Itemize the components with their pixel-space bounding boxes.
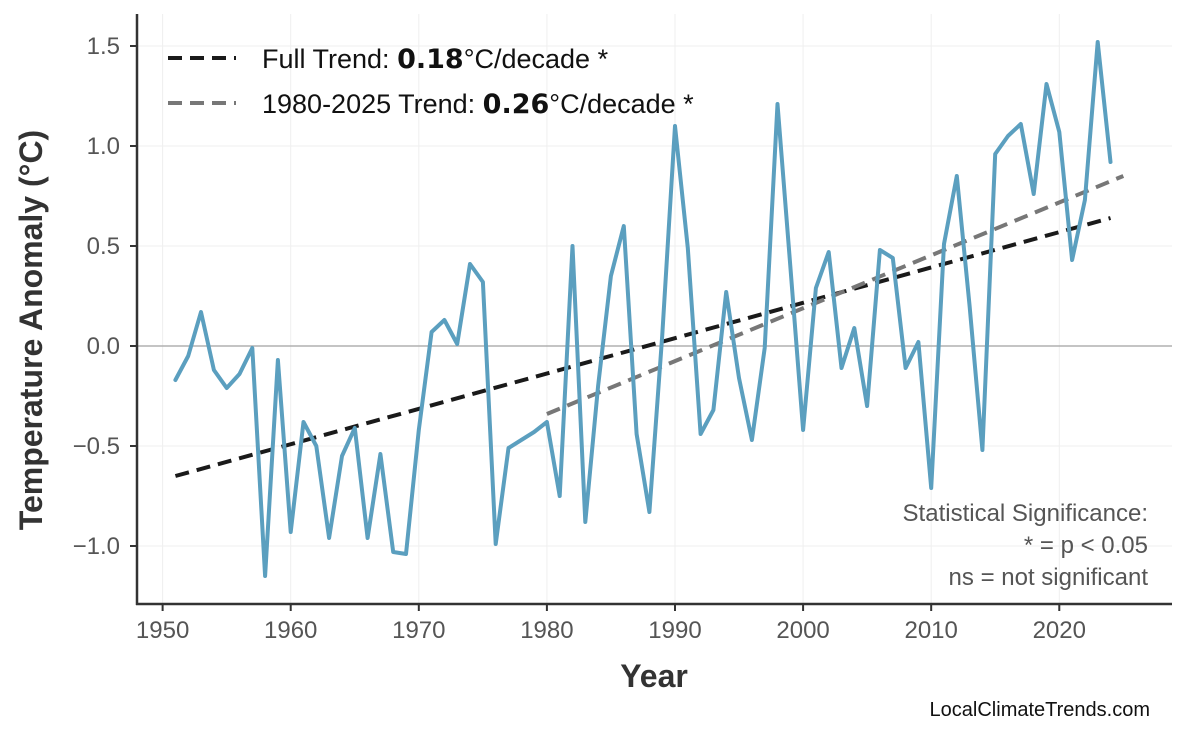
legend: Full Trend: 0.18°C/decade * 1980-2025 Tr… bbox=[168, 44, 694, 120]
full-trend-line bbox=[174, 216, 1112, 478]
x-tick-label: 1960 bbox=[264, 617, 317, 644]
y-tick-label: 1.0 bbox=[87, 133, 120, 160]
y-axis-label: Temperature Anomaly (°C) bbox=[13, 130, 49, 530]
x-tick-label: 2020 bbox=[1033, 617, 1086, 644]
x-tick-label: 2010 bbox=[904, 617, 957, 644]
y-tick-label: 1.5 bbox=[87, 33, 120, 60]
y-tick-label: 0.0 bbox=[87, 333, 120, 360]
credit-text: LocalClimateTrends.com bbox=[930, 699, 1150, 721]
significance-p-value: * = p < 0.05 bbox=[1024, 532, 1148, 559]
x-axis-ticks: 1950 1960 1970 1980 1990 2000 2010 2020 bbox=[136, 604, 1086, 644]
x-tick-label: 1950 bbox=[136, 617, 189, 644]
significance-note: Statistical Significance: * = p < 0.05 n… bbox=[903, 500, 1149, 591]
x-tick-label: 1970 bbox=[392, 617, 445, 644]
y-tick-label: 0.5 bbox=[87, 233, 120, 260]
legend-entry-full-trend: Full Trend: 0.18°C/decade * bbox=[262, 44, 609, 75]
x-tick-label: 2000 bbox=[776, 617, 829, 644]
x-tick-label: 1990 bbox=[648, 617, 701, 644]
x-axis-label: Year bbox=[620, 658, 688, 694]
y-tick-label: −0.5 bbox=[73, 433, 120, 460]
significance-title: Statistical Significance: bbox=[903, 500, 1148, 527]
legend-entry-recent-trend: 1980-2025 Trend: 0.26°C/decade * bbox=[262, 89, 694, 120]
anomaly-series-line bbox=[173, 40, 1113, 578]
y-axis-ticks: −1.0 −0.5 0.0 0.5 1.0 1.5 bbox=[73, 33, 137, 560]
significance-ns: ns = not significant bbox=[949, 564, 1149, 591]
axes bbox=[135, 14, 1172, 606]
x-tick-label: 1980 bbox=[520, 617, 573, 644]
y-tick-label: −1.0 bbox=[73, 533, 120, 560]
